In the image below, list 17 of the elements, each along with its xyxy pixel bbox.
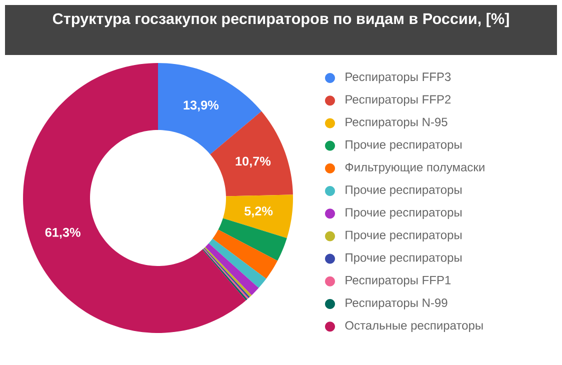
legend-label: Респираторы FFP1 <box>346 276 451 287</box>
chart-title: Структура госзакупок респираторов по видам в России, [%] <box>52 12 509 28</box>
legend-label: Фильтрующие полумаски <box>345 162 484 174</box>
data-label: 10,7% <box>236 156 271 168</box>
legend-label: Прочие респираторы <box>346 186 462 196</box>
legend-label: Респираторы N-99 <box>346 298 448 310</box>
data-label: 61,3% <box>45 228 80 239</box>
data-label: 13,9% <box>184 100 219 112</box>
data-label: 5,2% <box>244 206 273 218</box>
legend-label: Респираторы FFP3 <box>346 72 451 84</box>
legend-label: Прочие респираторы <box>346 208 462 219</box>
legend-label: Остальные респираторы <box>345 321 483 332</box>
legend-label: Респираторы N-95 <box>346 118 448 129</box>
legend-label: Прочие респираторы <box>346 230 462 242</box>
legend-label: Прочие респираторы <box>346 253 462 264</box>
legend-label: Прочие респираторы <box>346 140 462 152</box>
legend-label: Респираторы FFP2 <box>346 95 451 106</box>
